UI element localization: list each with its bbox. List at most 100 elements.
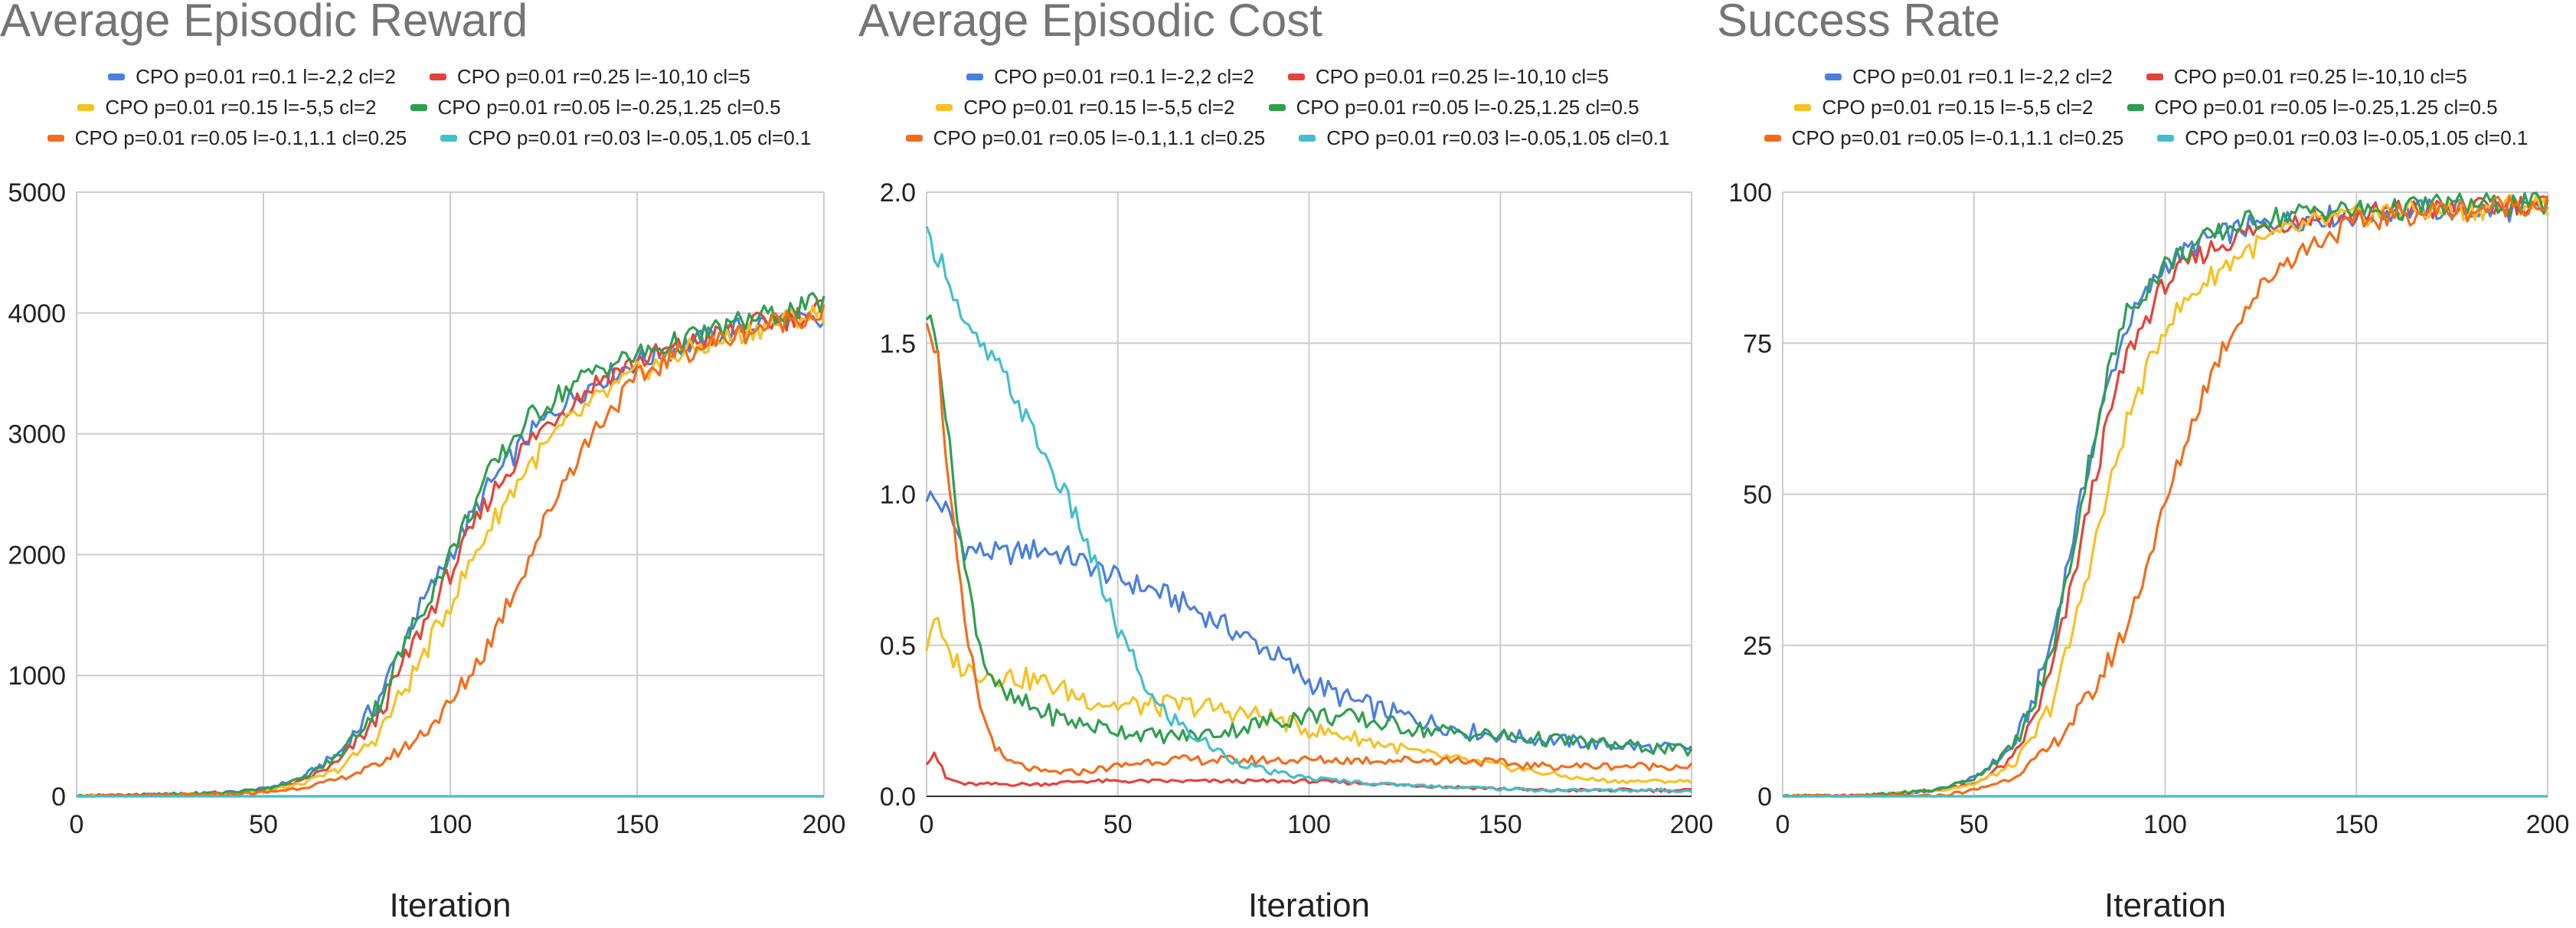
legend-item: CPO p=0.01 r=0.05 l=-0.25,1.25 cl=0.5 (2127, 95, 2498, 119)
legend-swatch (410, 103, 427, 111)
y-tick-label: 0.5 (880, 632, 916, 661)
x-tick-label: 50 (1103, 810, 1133, 839)
legend-label: CPO p=0.01 r=0.15 l=-5,5 cl=2 (105, 95, 377, 119)
legend-label: CPO p=0.01 r=0.1 l=-2,2 cl=2 (1852, 64, 2113, 88)
legend-label: CPO p=0.01 r=0.05 l=-0.1,1.1 cl=0.25 (74, 126, 407, 149)
y-tick-label: 5000 (8, 178, 66, 207)
y-tick-label: 2.0 (880, 178, 916, 207)
y-tick-label: 2000 (8, 541, 66, 570)
chart-title: Success Rate (1717, 0, 2001, 46)
x-tick-label: 150 (616, 810, 659, 839)
x-tick-label: 200 (1670, 810, 1714, 839)
legend-item: CPO p=0.01 r=0.1 l=-2,2 cl=2 (108, 64, 396, 89)
x-tick-label: 200 (803, 810, 846, 839)
legend-item: CPO p=0.01 r=0.03 l=-0.05,1.05 cl=0.1 (440, 126, 811, 150)
legend-row: CPO p=0.01 r=0.05 l=-0.1,1.1 cl=0.25 CPO… (858, 126, 1717, 150)
legend-label: CPO p=0.01 r=0.05 l=-0.25,1.25 cl=0.5 (2154, 95, 2498, 119)
legend-label: CPO p=0.01 r=0.15 l=-5,5 cl=2 (963, 95, 1235, 119)
y-tick-label: 100 (1728, 178, 1772, 207)
legend-row: CPO p=0.01 r=0.15 l=-5,5 cl=2 CPO p=0.01… (1717, 95, 2575, 119)
legend-swatch (1825, 73, 1842, 80)
x-tick-label: 0 (920, 810, 934, 839)
series-line (925, 490, 1692, 756)
y-tick-label: 0 (51, 783, 66, 812)
x-axis-label: Iteration (2104, 887, 2226, 924)
plot-area: 0 50 100 150 200 0 25 50 75 100 (1728, 178, 2570, 839)
legend-label: CPO p=0.01 r=0.1 l=-2,2 cl=2 (994, 64, 1254, 88)
x-tick-label: 100 (429, 810, 472, 839)
y-tick-label: 25 (1743, 632, 1772, 661)
y-tick-label: 0 (1757, 783, 1772, 812)
legend-item: CPO p=0.01 r=0.05 l=-0.1,1.1 cl=0.25 (1764, 126, 2124, 150)
series-line (925, 616, 1692, 785)
x-tick-label: 50 (249, 810, 278, 839)
legend-row: CPO p=0.01 r=0.1 l=-2,2 cl=2 CPO p=0.01 … (858, 64, 1717, 89)
legend-row: CPO p=0.01 r=0.15 l=-5,5 cl=2 CPO p=0.01… (858, 95, 1717, 119)
legend-label: CPO p=0.01 r=0.03 l=-0.05,1.05 cl=0.1 (1326, 126, 1670, 149)
legend-swatch (440, 134, 458, 142)
chart-panel-cost: Average Episodic Cost CPO p=0.01 r=0.1 l… (858, 0, 1717, 928)
legend-item: CPO p=0.01 r=0.03 l=-0.05,1.05 cl=0.1 (2157, 126, 2528, 150)
legend-row: CPO p=0.01 r=0.1 l=-2,2 cl=2 CPO p=0.01 … (0, 64, 858, 89)
series-line (925, 322, 1693, 776)
x-tick-label: 150 (2335, 810, 2378, 839)
x-axis-label: Iteration (389, 887, 512, 924)
x-tick-label: 200 (2526, 810, 2570, 839)
legend-swatch (2146, 73, 2163, 80)
y-tick-label: 1.5 (880, 329, 916, 358)
legend: CPO p=0.01 r=0.1 l=-2,2 cl=2 CPO p=0.01 … (1717, 64, 2575, 156)
legend-label: CPO p=0.01 r=0.25 l=-10,10 cl=5 (456, 64, 750, 88)
legend-row: CPO p=0.01 r=0.15 l=-5,5 cl=2 CPO p=0.01… (0, 95, 858, 119)
chart-title: Average Episodic Reward (0, 0, 528, 46)
legend-row: CPO p=0.01 r=0.05 l=-0.1,1.1 cl=0.25 CPO… (1717, 126, 2575, 150)
chart-panel-success: Success Rate CPO p=0.01 r=0.1 l=-2,2 cl=… (1717, 0, 2575, 928)
legend-swatch (905, 134, 923, 142)
y-tick-label: 4000 (8, 299, 66, 328)
series-line (925, 226, 1692, 793)
legend-label: CPO p=0.01 r=0.05 l=-0.1,1.1 cl=0.25 (1791, 126, 2124, 149)
legend-swatch (1287, 73, 1305, 80)
y-tick-label: 3000 (8, 420, 66, 449)
legend-swatch (108, 73, 126, 80)
legend-item: CPO p=0.01 r=0.15 l=-5,5 cl=2 (936, 95, 1235, 119)
legend-swatch (47, 134, 64, 142)
x-axis-label: Iteration (1248, 887, 1370, 924)
legend-swatch (2127, 103, 2144, 111)
chart-title: Average Episodic Cost (858, 0, 1322, 46)
legend-item: CPO p=0.01 r=0.03 l=-0.05,1.05 cl=0.1 (1299, 126, 1669, 150)
legend-label: CPO p=0.01 r=0.25 l=-10,10 cl=5 (2173, 64, 2467, 88)
series-line (925, 314, 1693, 757)
y-tick-label: 50 (1743, 481, 1772, 510)
legend-swatch (1299, 134, 1316, 142)
legend-label: CPO p=0.01 r=0.03 l=-0.05,1.05 cl=0.1 (2185, 126, 2529, 149)
x-tick-label: 100 (2143, 810, 2187, 839)
legend-item: CPO p=0.01 r=0.1 l=-2,2 cl=2 (1825, 64, 2113, 89)
legend-item: CPO p=0.01 r=0.15 l=-5,5 cl=2 (77, 95, 377, 119)
legend-label: CPO p=0.01 r=0.25 l=-10,10 cl=5 (1315, 64, 1609, 88)
x-tick-label: 0 (1776, 810, 1790, 839)
legend-swatch (2157, 134, 2175, 142)
y-tick-label: 1000 (8, 662, 66, 691)
x-tick-label: 50 (1960, 810, 1989, 839)
legend: CPO p=0.01 r=0.1 l=-2,2 cl=2 CPO p=0.01 … (858, 64, 1717, 156)
legend-label: CPO p=0.01 r=0.05 l=-0.25,1.25 cl=0.5 (1296, 95, 1639, 119)
chart-panel-reward: Average Episodic Reward CPO p=0.01 r=0.1… (0, 0, 858, 928)
legend-label: CPO p=0.01 r=0.05 l=-0.1,1.1 cl=0.25 (933, 126, 1266, 149)
legend-label: CPO p=0.01 r=0.03 l=-0.05,1.05 cl=0.1 (468, 126, 812, 149)
legend-swatch (77, 103, 95, 111)
y-tick-label: 1.0 (880, 481, 916, 510)
x-tick-label: 0 (70, 810, 84, 839)
legend-label: CPO p=0.01 r=0.1 l=-2,2 cl=2 (136, 64, 396, 88)
legend-item: CPO p=0.01 r=0.05 l=-0.1,1.1 cl=0.25 (47, 126, 407, 150)
legend-swatch (1764, 134, 1781, 142)
legend-swatch (1794, 103, 1812, 111)
legend-swatch (1268, 103, 1286, 111)
y-tick-label: 75 (1743, 329, 1772, 358)
legend-item: CPO p=0.01 r=0.25 l=-10,10 cl=5 (429, 64, 750, 89)
legend-label: CPO p=0.01 r=0.15 l=-5,5 cl=2 (1822, 95, 2094, 119)
legend-item: CPO p=0.01 r=0.25 l=-10,10 cl=5 (2146, 64, 2467, 89)
legend-item: CPO p=0.01 r=0.05 l=-0.25,1.25 cl=0.5 (1268, 95, 1639, 119)
legend-item: CPO p=0.01 r=0.15 l=-5,5 cl=2 (1794, 95, 2094, 119)
series-line (77, 304, 825, 798)
